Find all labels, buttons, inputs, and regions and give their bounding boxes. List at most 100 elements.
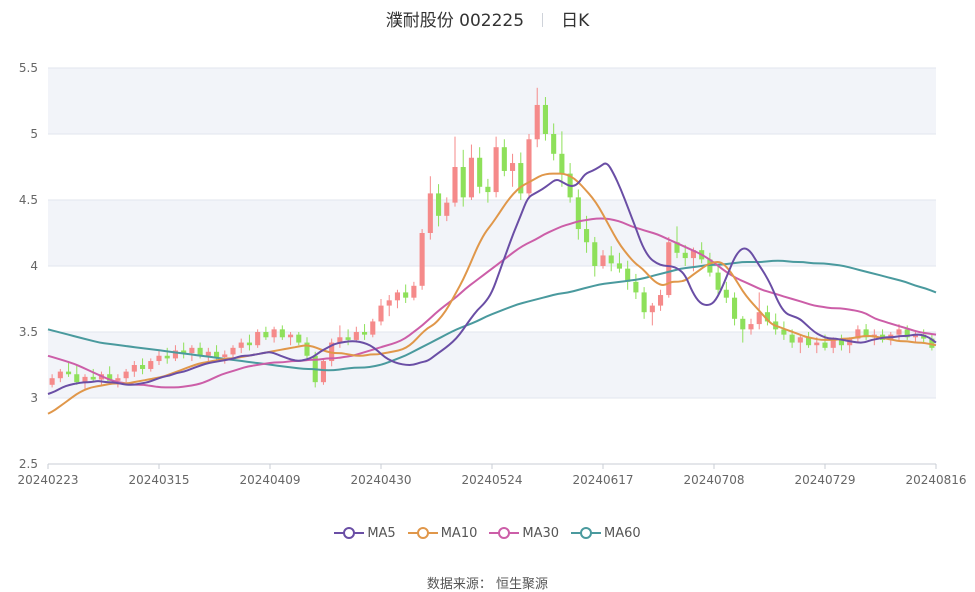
candle <box>320 358 326 385</box>
candle-body <box>929 338 935 348</box>
candle <box>518 152 524 200</box>
series-line-ma60 <box>47 259 937 372</box>
candle-body <box>370 321 376 335</box>
candle <box>649 302 655 326</box>
x-tick-label: 20240729 <box>794 473 855 487</box>
candle-body <box>181 350 187 354</box>
candle <box>740 316 746 343</box>
legend-item-ma30[interactable]: MA30 <box>489 526 559 541</box>
plot-band <box>48 68 936 134</box>
candle-body <box>600 255 606 266</box>
candle <box>592 236 598 277</box>
candle <box>436 184 442 227</box>
candle <box>296 332 302 346</box>
x-tick-label: 20240409 <box>239 473 300 487</box>
legend-item-ma10[interactable]: MA10 <box>407 526 477 541</box>
candle-body <box>855 329 861 339</box>
candle-body <box>49 378 55 385</box>
candle <box>501 139 507 177</box>
candle-body <box>633 281 639 293</box>
candle <box>378 299 384 326</box>
candle-body <box>230 347 236 355</box>
candle-body <box>921 334 927 339</box>
candle-body <box>904 329 910 338</box>
candle-body <box>74 374 80 383</box>
stock-name: 濮耐股份 002225 <box>385 11 525 31</box>
candle-body <box>148 361 154 369</box>
candle <box>781 321 787 340</box>
candle <box>74 365 80 385</box>
y-axis: 2.5 3 3.5 4 4.5 5 5.5 <box>19 61 38 471</box>
legend-label: MA60 <box>604 526 641 541</box>
candle-body <box>156 355 162 362</box>
candle-body <box>140 365 146 369</box>
candle-body <box>419 233 425 286</box>
x-tick-label: 20240430 <box>350 473 411 487</box>
candle <box>115 374 121 388</box>
candle-body <box>436 193 442 216</box>
candle-body <box>238 342 244 348</box>
candle <box>510 153 516 187</box>
x-tick-label: 20240708 <box>683 473 744 487</box>
candle-body <box>575 197 581 230</box>
candle-body <box>756 312 762 325</box>
y-tick-label: 4 <box>30 259 38 273</box>
candle-body <box>394 292 400 301</box>
x-tick-label: 20240617 <box>572 473 633 487</box>
candle <box>682 244 688 266</box>
legend-item-ma60[interactable]: MA60 <box>571 526 641 541</box>
legend-item-ma5[interactable]: MA5 <box>334 526 396 541</box>
candle <box>263 326 269 340</box>
candle <box>189 345 195 362</box>
candle <box>633 273 639 299</box>
candle-body <box>386 300 392 306</box>
series-line-ma5 <box>47 162 937 395</box>
candle <box>452 136 458 207</box>
candle-body <box>222 354 228 358</box>
candle-body <box>649 305 655 313</box>
candle <box>403 284 409 303</box>
candle <box>90 368 96 383</box>
candle <box>584 215 590 253</box>
candle <box>362 324 368 340</box>
candle <box>797 334 803 354</box>
candle-body <box>658 295 664 306</box>
candle-body <box>296 334 302 343</box>
candle-body <box>189 347 195 354</box>
candle <box>353 326 359 343</box>
candle <box>222 350 228 364</box>
y-tick-label: 5 <box>30 127 38 141</box>
candle-body <box>477 157 483 187</box>
candle <box>485 178 491 203</box>
candle <box>666 236 672 298</box>
candle <box>427 176 433 240</box>
candle <box>411 281 417 301</box>
candle <box>57 368 63 383</box>
candle <box>444 197 450 222</box>
candle <box>123 368 129 383</box>
x-tick-label: 20240816 <box>905 473 966 487</box>
candle-body <box>707 259 713 273</box>
candle <box>855 325 861 343</box>
legend-marker-icon <box>407 527 438 539</box>
candle-body <box>263 332 269 338</box>
candle-body <box>616 263 622 269</box>
candle-body <box>715 272 721 290</box>
candle <box>131 361 137 377</box>
plot-bands <box>48 68 936 464</box>
candle <box>625 260 631 290</box>
candle-body <box>131 365 137 372</box>
candle <box>929 334 935 351</box>
candle-body <box>378 305 384 322</box>
candle-body <box>115 378 121 381</box>
candle-body <box>584 229 590 243</box>
plot-band <box>48 398 936 464</box>
candle-body <box>896 329 902 335</box>
candle-body <box>542 104 548 134</box>
candle <box>748 318 754 335</box>
candle <box>534 87 540 148</box>
plot-band <box>48 134 936 200</box>
candle-body <box>551 134 557 154</box>
chart-title: 濮耐股份 002225 日K <box>0 6 975 31</box>
candle <box>493 136 499 198</box>
